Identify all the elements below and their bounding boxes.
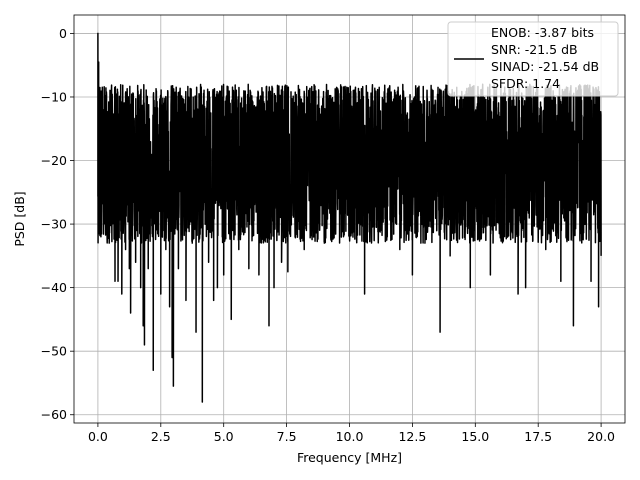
legend: ENOB: -3.87 bits SNR: -21.5 dB SINAD: -2… [447,21,619,97]
y-tick-label: −30 [41,217,67,232]
y-axis-label: PSD [dB] [12,191,27,246]
y-axis: 0 −10 −20 −30 −40 −50 −60 [41,26,74,422]
y-tick-label: −10 [41,89,67,104]
x-tick-label: 15.0 [461,429,489,444]
legend-entry-sinad: SINAD: -21.54 dB [491,59,599,74]
psd-series-line [97,32,602,403]
x-axis-label: Frequency [MHz] [297,450,402,465]
legend-entry-enob: ENOB: -3.87 bits [491,25,594,40]
x-tick-label: 12.5 [398,429,426,444]
x-tick-label: 7.5 [277,429,297,444]
series-group [97,32,602,403]
y-tick-label: −50 [41,344,67,359]
legend-box [447,21,619,97]
legend-entry-sfdr: SFDR: 1.74 [491,76,560,91]
x-axis: 0.0 2.5 5.0 7.5 10.0 12.5 15.0 17.5 20.0 [88,423,615,444]
y-tick-label: 0 [59,26,67,41]
y-tick-label: −60 [41,407,67,422]
x-tick-label: 20.0 [587,429,615,444]
y-tick-label: −20 [41,153,67,168]
y-tick-label: −40 [41,280,67,295]
legend-entry-snr: SNR: -21.5 dB [491,42,578,57]
x-tick-label: 5.0 [214,429,234,444]
x-tick-label: 17.5 [524,429,552,444]
x-tick-label: 0.0 [88,429,108,444]
x-tick-label: 10.0 [336,429,364,444]
x-tick-label: 2.5 [151,429,171,444]
